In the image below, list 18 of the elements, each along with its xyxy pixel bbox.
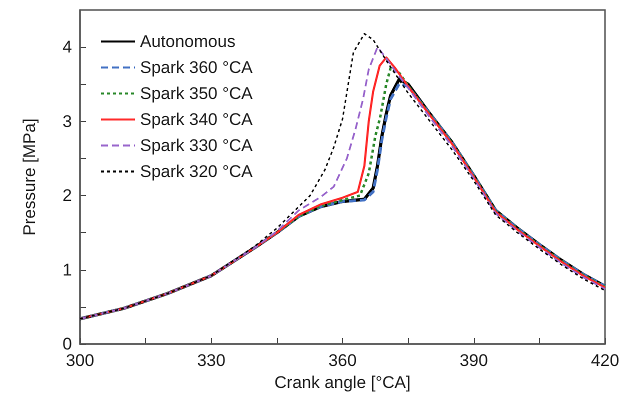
x-tick-label: 420 bbox=[590, 351, 620, 370]
y-tick-label: 3 bbox=[62, 112, 72, 131]
legend-label: Spark 340 °CA bbox=[140, 110, 254, 129]
x-tick-label: 330 bbox=[197, 351, 226, 370]
x-tick-label: 390 bbox=[460, 351, 488, 370]
x-tick-label: 300 bbox=[66, 351, 94, 370]
x-axis-title: Crank angle [°CA] bbox=[274, 373, 411, 392]
legend-label: Spark 360 °CA bbox=[140, 58, 254, 77]
y-axis-title: Pressure [MPa] bbox=[20, 118, 39, 236]
legend-label: Spark 350 °CA bbox=[140, 84, 254, 103]
x-tick-label: 360 bbox=[328, 351, 357, 370]
y-tick-label: 1 bbox=[62, 260, 72, 280]
y-tick-label: 2 bbox=[62, 186, 72, 206]
legend-label: Spark 320 °CA bbox=[140, 162, 254, 181]
y-tick-label: 4 bbox=[62, 38, 72, 57]
legend-label: Autonomous bbox=[140, 32, 236, 51]
legend-label: Spark 330 °CA bbox=[140, 136, 254, 155]
y-tick-label: 0 bbox=[62, 334, 72, 354]
